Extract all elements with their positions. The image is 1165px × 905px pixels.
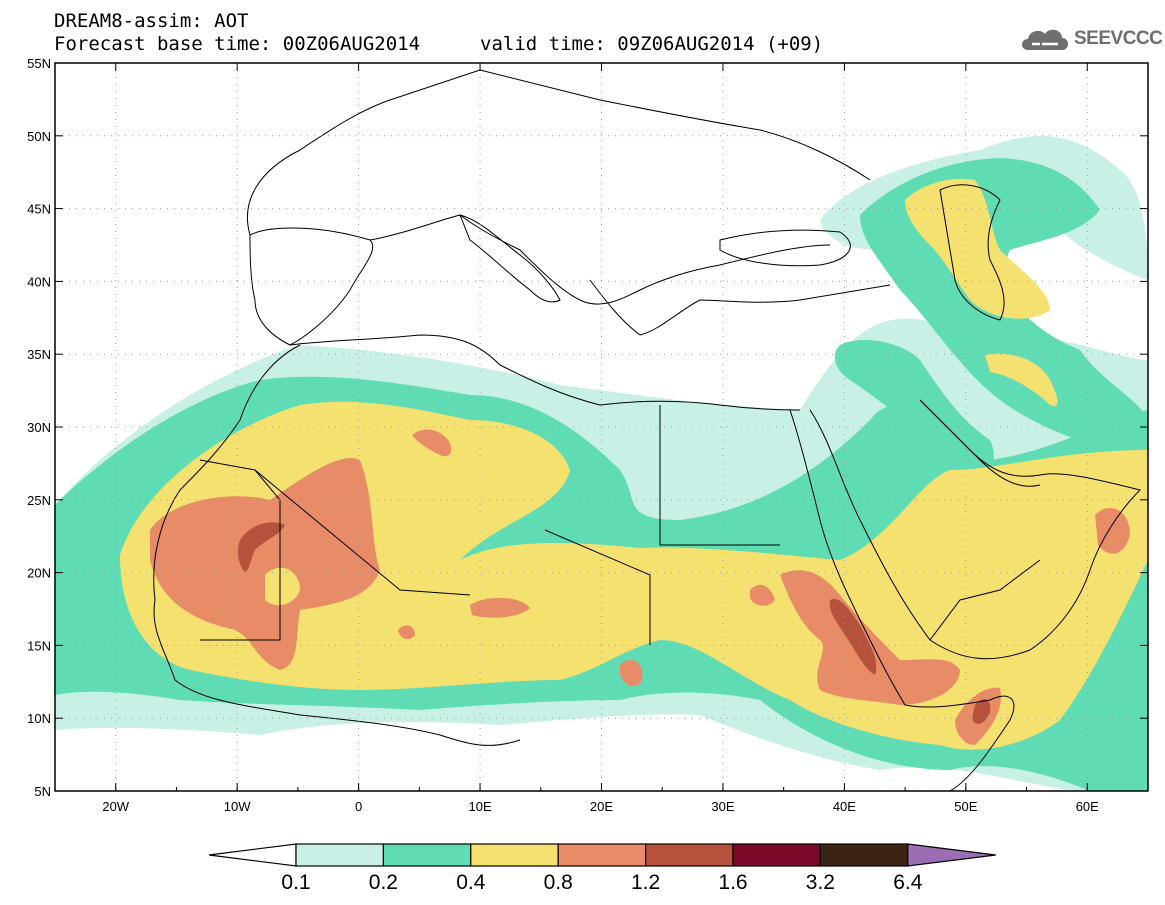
aot-band-1.2-somalia [972, 699, 991, 724]
aot-band-0.8-hole [265, 567, 300, 606]
colorbar-level-label: 3.2 [805, 871, 835, 894]
aot-band-0.8-chad [470, 597, 530, 618]
x-tick-label: 40E [833, 799, 856, 814]
x-tick-label: 20E [590, 799, 613, 814]
aot-band-0.8-darfur [620, 660, 643, 687]
coastline-red-sea [789, 409, 906, 706]
y-tick-label: 50N [27, 129, 51, 144]
colorbar-segment [470, 843, 559, 867]
x-tick-label: 30E [711, 799, 734, 814]
x-tick-label: 60E [1076, 799, 1099, 814]
colorbar-segment [382, 843, 472, 867]
coastline-europe [246, 69, 871, 236]
y-tick-label: 45N [27, 202, 51, 217]
y-tick-label: 25N [27, 493, 51, 508]
colorbar-segment [819, 843, 909, 867]
coastline-italy [459, 214, 561, 303]
aot-band-0.8-sudan [750, 584, 775, 606]
coastline-caspian [939, 184, 1005, 321]
coastline-arabia [809, 399, 1141, 660]
y-tick-label: 20N [27, 566, 51, 581]
coastline-north-africa [289, 334, 801, 411]
colorbar-level-label: 1.2 [630, 871, 661, 894]
border-sahara-2 [199, 459, 471, 596]
y-tick-label: 5N [34, 784, 51, 799]
border-arabia-yemen [929, 559, 1041, 641]
lat-lon-grid [55, 63, 1148, 791]
cloud-icon [1022, 29, 1068, 50]
aot-band-0.2-iraq [834, 340, 994, 473]
colorbar-segment [557, 843, 647, 867]
colorbar-segment [732, 843, 822, 867]
coastline-greece-turkey [589, 279, 891, 336]
y-tick-label: 10N [27, 711, 51, 726]
y-tick-label: 35N [27, 347, 51, 362]
border-libya-egypt [659, 405, 780, 546]
valid-time: valid time: 09Z06AUG2014 (+09) [480, 33, 824, 55]
aot-band-0.8 [150, 458, 380, 670]
colorbar-level-label: 6.4 [893, 871, 923, 894]
x-tick-label: 50E [954, 799, 977, 814]
x-tick-label: 20W [102, 799, 129, 814]
x-tick-label: 10W [224, 799, 251, 814]
coastline-iberia [249, 227, 374, 346]
x-tick-label: 0 [355, 799, 362, 814]
x-axis: 20W 10W 0 10E 20E 30E 40E 50E 60E [54, 63, 1149, 814]
colorbar-level-label: 0.1 [281, 871, 311, 894]
x-tick-label: 10E [468, 799, 491, 814]
colorbar-segment [644, 843, 734, 867]
aot-band-1.2-mauritania [237, 522, 285, 572]
y-tick-label: 30N [27, 420, 51, 435]
aot-band-0.4-zagros [985, 353, 1058, 407]
coastline-persian-gulf [919, 399, 1041, 487]
aot-band-1.2-eritrea [829, 599, 877, 675]
y-tick-label: 40N [27, 274, 51, 289]
y-axis: 5N 10N 15N 20N 25N 30N 35N 40N 45N 50N 55N [27, 56, 1148, 799]
colorbar-under-triangle [208, 843, 297, 867]
aot-band-0.8-oman [1095, 507, 1130, 554]
colorbar-level-label: 0.2 [368, 871, 398, 894]
y-tick-label: 55N [27, 56, 51, 71]
border-chad-sudan [544, 529, 651, 645]
forecast-base-time: Forecast base time: 00Z06AUG2014 [54, 33, 421, 55]
aot-band-0.4-north [905, 178, 1050, 319]
colorbar-level-label: 0.8 [543, 871, 573, 894]
aot-band-0.8-redsea [780, 570, 960, 705]
colorbar [208, 843, 996, 867]
colorbar-level-label: 1.6 [718, 871, 748, 894]
colorbar-over-triangle [907, 843, 996, 867]
border-sahara-1 [200, 469, 281, 641]
coastline-horn-of-africa [904, 695, 1015, 791]
coastlines-borders [153, 69, 1141, 791]
coastline-west-africa [153, 344, 521, 746]
colorbar-level-label: 0.4 [456, 871, 486, 894]
coastline-black-sea [719, 229, 851, 267]
map-title: DREAM8-assim: AOT [54, 10, 249, 32]
aot-contour-fields [55, 136, 1148, 791]
colorbar-segment [295, 843, 385, 867]
aot-band-0.8-tibesti [412, 429, 452, 457]
coastline-mediterranean-north [369, 214, 831, 305]
logo-text: SEEVCCC [1074, 28, 1163, 49]
seevccc-logo: SEEVCCC [1018, 22, 1163, 56]
aot-band-0.8-niger [398, 625, 415, 640]
y-tick-label: 15N [27, 638, 51, 653]
